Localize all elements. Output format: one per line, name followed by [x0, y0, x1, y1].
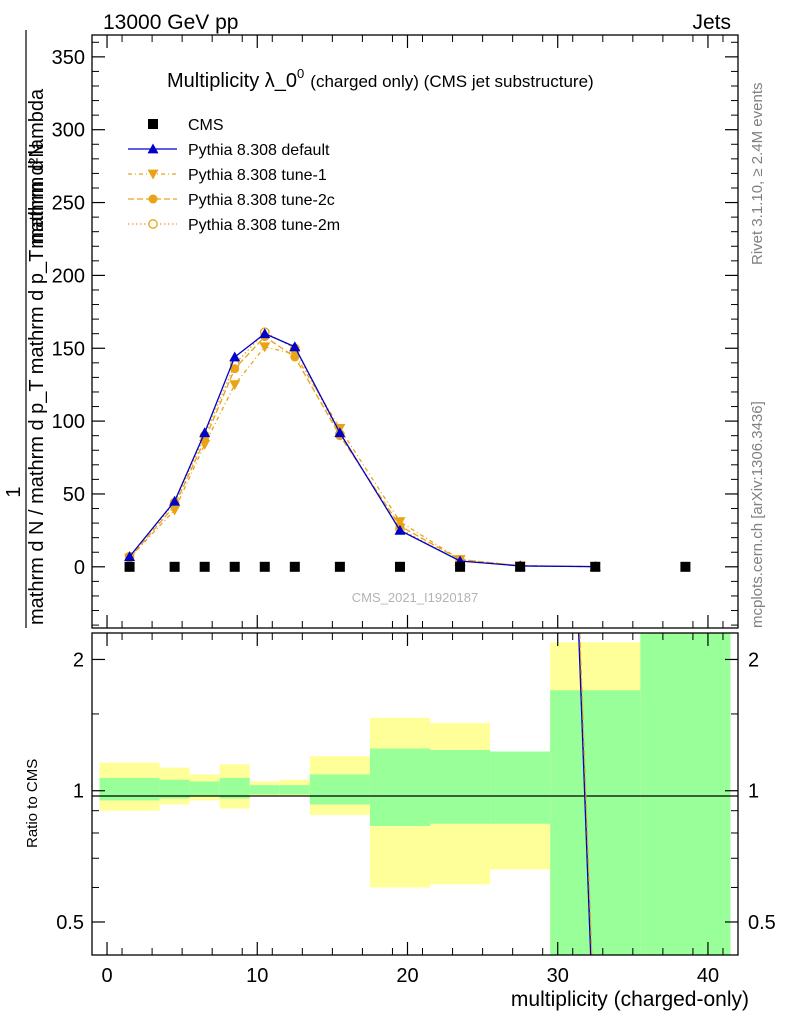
marker-triangle-up [124, 551, 136, 562]
marker-square [455, 561, 466, 572]
main-title: Multiplicity λ_00 (charged only) (CMS jet… [167, 66, 594, 92]
y-tick-label: 350 [52, 47, 85, 69]
marker-triangle-up [199, 427, 211, 438]
x-tick-label: 10 [246, 965, 268, 987]
band-inner [189, 781, 220, 797]
marker-triangle-up [147, 143, 159, 154]
ratio-line-default [578, 632, 592, 956]
legend-label: Pythia 8.308 tune-1 [188, 167, 327, 184]
x-tick-label: 0 [101, 965, 112, 987]
marker-square [169, 561, 180, 572]
marker-triangle-down [259, 342, 271, 353]
marker-square [229, 561, 240, 572]
y-tick-label: 0 [74, 557, 85, 579]
marker-square [515, 561, 526, 572]
x-tick-label: 30 [547, 965, 569, 987]
band-inner [279, 785, 310, 795]
y-tick-label: 50 [63, 484, 85, 506]
ratio-bands [99, 633, 731, 955]
y-tick-label: 150 [52, 338, 85, 360]
marker-triangle-up [289, 341, 301, 352]
series-line [129, 335, 596, 568]
marker-triangle-up [394, 524, 406, 535]
main-title-superscript: 0 [297, 66, 304, 81]
main-plot-frame [91, 34, 739, 629]
legend-label: Pythia 8.308 tune-2m [188, 217, 340, 234]
series-line [129, 346, 596, 568]
marker-triangle-down [394, 517, 406, 528]
ratio-x-ticks: 0 10 20 30 40 [91, 633, 724, 987]
legend-label: CMS [188, 117, 224, 134]
ratio-tick-label-right: 0.5 [748, 912, 776, 934]
main-y-ticks: 0 50 100 150 200 250 300 350 [52, 41, 738, 626]
x-tick-label: 40 [697, 965, 719, 987]
y-axis-label-denominator: mathrm d N / mathrm d p_T mathrm d p_T m… [26, 88, 48, 625]
marker-triangle-up [334, 427, 346, 438]
ratio-plot-frame [91, 632, 739, 956]
marker-square [199, 561, 210, 572]
marker-triangle-up [229, 351, 241, 362]
marker-triangle-up [259, 328, 271, 339]
marker-triangle-down [229, 380, 241, 391]
marker-circle-open [148, 219, 158, 229]
y-tick-label: 200 [52, 265, 85, 287]
marker-square [680, 561, 691, 572]
band-inner [490, 751, 551, 824]
band-inner [369, 748, 431, 827]
band-inner [219, 777, 250, 799]
y-tick-label: 100 [52, 411, 85, 433]
marker-triangle-down [147, 169, 159, 180]
mcplots-label: mcplots.cern.ch [arXiv:1306.3436] [749, 401, 766, 628]
ratio-tick-label-right: 2 [748, 649, 759, 671]
band-inner [309, 774, 370, 805]
ratio-y-label: Ratio to CMS [24, 759, 41, 848]
marker-square [394, 561, 405, 572]
marker-square [590, 561, 601, 572]
marker-square [259, 561, 270, 572]
marker-square [289, 561, 300, 572]
band-inner [550, 690, 641, 955]
band-inner [249, 785, 280, 795]
band-inner [99, 777, 160, 801]
main-data-layer [124, 327, 691, 573]
ratio-y-ticks: 0.5 0.5 1 1 2 2 [56, 649, 776, 934]
band-inner [640, 633, 731, 955]
ratio-tick-label-left: 1 [73, 781, 84, 803]
legend-label: Pythia 8.308 tune-2c [188, 192, 335, 209]
main-title-suffix: (charged only) (CMS jet substructure) [310, 72, 593, 91]
y-tick-label: 250 [52, 193, 85, 215]
marker-triangle-up [169, 495, 181, 506]
ratio-curve [578, 632, 593, 956]
y-axis-label-top: 1 [3, 486, 25, 497]
marker-triangle-down [169, 505, 181, 516]
marker-square [124, 561, 135, 572]
ratio-tick-label-right: 1 [748, 781, 759, 803]
marker-square [334, 561, 345, 572]
y-axis-label-numerator: mathrm d²N [26, 143, 48, 249]
marker-circle [148, 194, 158, 204]
header-right: Jets [692, 11, 731, 34]
main-title-text: Multiplicity λ_0 [167, 70, 297, 92]
header-left: 13000 GeV pp [103, 11, 238, 34]
y-tick-label: 300 [52, 120, 85, 142]
watermark: CMS_2021_I1920187 [352, 590, 479, 605]
rivet-label: Rivet 3.1.10, ≥ 2.4M events [749, 83, 766, 266]
band-inner [430, 749, 491, 824]
marker-square [148, 119, 158, 129]
x-tick-label: 20 [396, 965, 418, 987]
marker-triangle-down [199, 440, 211, 450]
series-line [129, 331, 596, 568]
ratio-panel: 0.5 0.5 1 1 2 2 0 10 20 30 40 Ratio to CMS multip… [24, 632, 776, 1011]
x-axis-label: multiplicity (charged-only) [511, 988, 749, 1011]
marker-circle [230, 364, 240, 374]
legend-label: Pythia 8.308 default [188, 142, 330, 159]
ratio-tick-label-left: 2 [73, 649, 84, 671]
legend: CMS Pythia 8.308 default Pythia 8.308 tune… [128, 117, 340, 234]
ratio-tick-label-left: 0.5 [56, 912, 84, 934]
band-inner [159, 779, 190, 799]
main-x-ticks [91, 35, 724, 628]
